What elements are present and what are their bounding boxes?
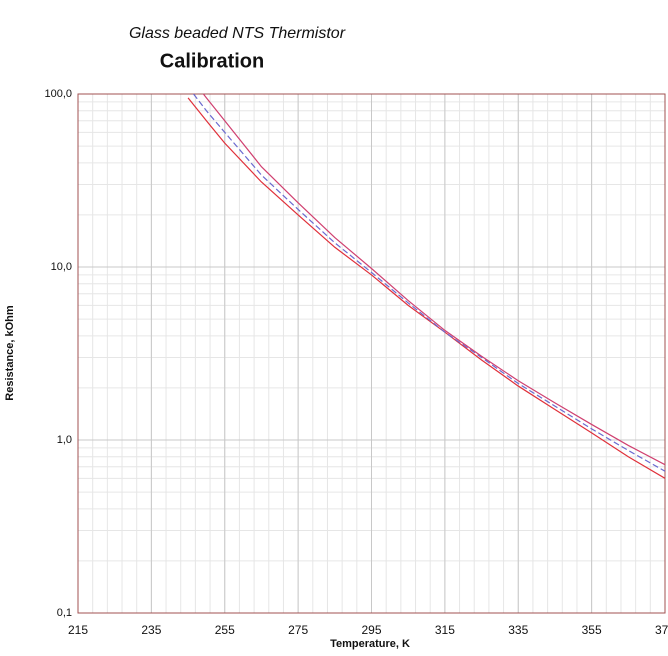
y-tick-label: 10,0 [51,261,72,273]
x-tick-label: 335 [508,623,528,637]
x-tick-label: 275 [288,623,308,637]
x-tick-label: 235 [141,623,161,637]
x-axis-label: Temperature, K [330,638,410,650]
series-line [202,94,665,466]
x-tick-label: 255 [215,623,235,637]
series-line [192,94,665,472]
y-tick-label: 1,0 [57,434,72,446]
x-tick-label: 315 [435,623,455,637]
chart-title: Calibration [160,50,264,72]
x-tick-label: 375 [655,623,668,637]
series-line [187,97,665,479]
y-axis-label: Resistance, kOhm [4,305,16,401]
chart-subtitle: Glass beaded NTS Thermistor [129,25,346,42]
plot-lines [187,94,665,479]
x-tick-label: 355 [582,623,602,637]
x-tick-label: 215 [68,623,88,637]
x-tick-label: 295 [361,623,381,637]
y-tick-label: 100,0 [44,88,72,100]
plot-frame [77,93,666,614]
y-tick-label: 0,1 [57,607,72,619]
